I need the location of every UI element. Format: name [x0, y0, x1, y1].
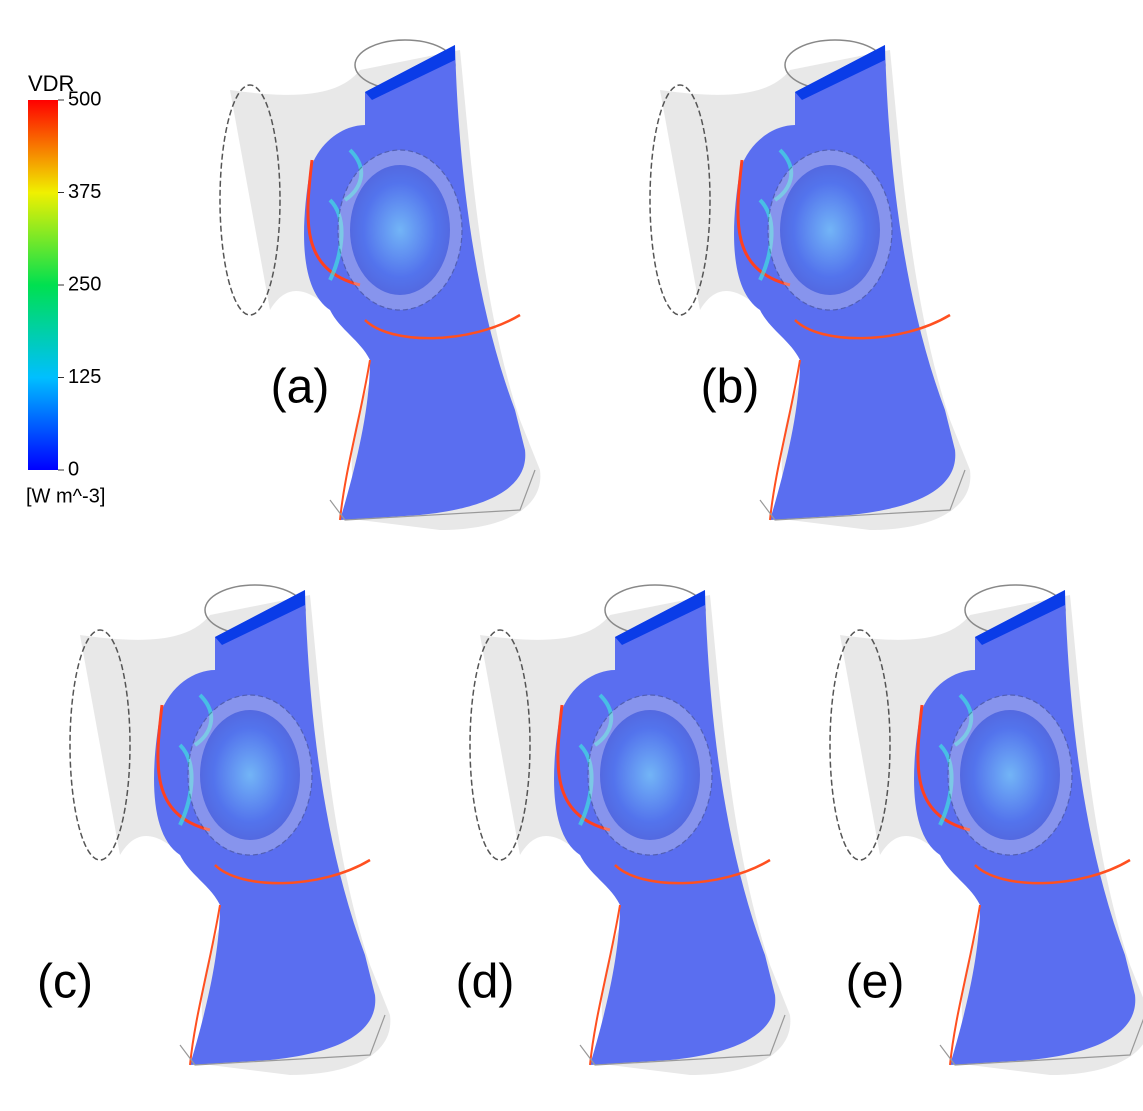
- panel: [70, 585, 390, 1075]
- panel-label: (b): [701, 361, 760, 414]
- tick-label: 125: [68, 366, 101, 388]
- panel-label: (e): [846, 956, 905, 1009]
- tick-label: 500: [68, 88, 101, 110]
- colorbar: [28, 100, 58, 470]
- vessel-render: [70, 585, 390, 1075]
- tick-label: 0: [68, 458, 79, 480]
- panel: [650, 40, 970, 530]
- panel-label: (a): [271, 361, 330, 414]
- colorbar-unit: [W m^-3]: [26, 485, 105, 507]
- figure: VDR [W m^-3] 0125250375500 (a)(b)(c)(d)(…: [0, 0, 1143, 1111]
- vessel-render: [650, 40, 970, 530]
- panel: [470, 585, 790, 1075]
- panel: [220, 40, 540, 530]
- panel-label: (c): [37, 956, 93, 1009]
- tick-label: 375: [68, 181, 101, 203]
- panels: (a) (b) (c) (d) (e): [37, 40, 1143, 1075]
- tick-label: 250: [68, 273, 101, 295]
- panel-label: (d): [456, 956, 515, 1009]
- colorbar-ticks: 0 125 250 375 500: [58, 88, 101, 480]
- vessel-render: [470, 585, 790, 1075]
- vessel-render: [220, 40, 540, 530]
